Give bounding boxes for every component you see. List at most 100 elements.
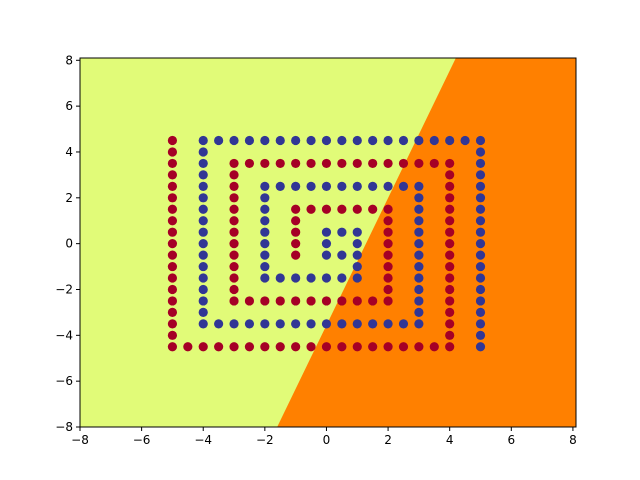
point-series-1 — [244, 135, 255, 146]
point-series-0 — [167, 216, 178, 226]
point-series-1 — [321, 227, 332, 237]
point-series-0 — [352, 158, 362, 169]
point-series-1 — [306, 319, 316, 329]
point-series-1 — [229, 319, 239, 329]
point-series-1 — [260, 227, 270, 237]
point-series-1 — [475, 170, 486, 180]
point-series-1 — [260, 204, 270, 214]
point-series-1 — [475, 342, 486, 352]
y-tick-label: 6 — [65, 99, 73, 113]
point-series-1 — [383, 319, 393, 329]
point-series-0 — [229, 193, 239, 203]
point-series-1 — [398, 181, 409, 191]
y-tick-label: 2 — [65, 191, 73, 205]
point-series-1 — [321, 135, 332, 146]
point-series-1 — [321, 239, 332, 249]
point-series-1 — [398, 319, 409, 329]
point-series-1 — [414, 216, 424, 226]
point-series-0 — [167, 135, 178, 146]
point-series-0 — [229, 239, 239, 249]
point-series-1 — [260, 239, 270, 249]
point-series-0 — [229, 284, 239, 295]
point-series-0 — [383, 216, 393, 226]
point-series-0 — [445, 227, 455, 237]
point-series-1 — [306, 181, 316, 191]
point-series-0 — [445, 330, 455, 340]
point-series-0 — [383, 261, 393, 272]
point-series-1 — [321, 181, 332, 191]
point-series-0 — [244, 342, 255, 352]
point-series-1 — [352, 273, 362, 283]
point-series-0 — [244, 158, 255, 169]
point-series-1 — [337, 227, 347, 237]
point-series-1 — [229, 135, 239, 146]
point-series-1 — [475, 135, 486, 146]
point-series-0 — [229, 158, 239, 169]
point-series-0 — [321, 158, 332, 169]
point-series-1 — [260, 193, 270, 203]
point-series-0 — [229, 342, 239, 352]
point-series-1 — [198, 319, 208, 329]
point-series-0 — [167, 296, 178, 306]
point-series-1 — [414, 273, 424, 283]
point-series-0 — [321, 342, 332, 352]
point-series-1 — [260, 250, 270, 260]
point-series-1 — [337, 273, 347, 283]
point-series-1 — [475, 284, 486, 295]
point-series-1 — [260, 181, 270, 191]
point-series-0 — [352, 296, 362, 306]
point-series-1 — [475, 147, 486, 157]
point-series-1 — [352, 319, 362, 329]
point-series-1 — [475, 193, 486, 203]
point-series-1 — [198, 204, 208, 214]
point-series-0 — [291, 227, 301, 237]
point-series-1 — [275, 135, 285, 146]
x-tick-label: 6 — [507, 433, 515, 447]
point-series-0 — [275, 342, 285, 352]
y-tick-label: −4 — [55, 328, 73, 342]
point-series-1 — [414, 227, 424, 237]
point-series-0 — [368, 342, 378, 352]
point-series-1 — [198, 307, 208, 317]
point-series-0 — [167, 158, 178, 169]
point-series-1 — [198, 216, 208, 226]
point-series-1 — [260, 273, 270, 283]
point-series-0 — [414, 342, 424, 352]
point-series-0 — [445, 250, 455, 260]
point-series-1 — [306, 135, 316, 146]
point-series-0 — [337, 342, 347, 352]
point-series-1 — [475, 296, 486, 306]
point-series-1 — [475, 261, 486, 272]
point-series-0 — [229, 273, 239, 283]
point-series-1 — [383, 135, 393, 146]
point-series-1 — [214, 135, 224, 146]
point-series-1 — [198, 250, 208, 260]
point-series-0 — [383, 273, 393, 283]
point-series-0 — [368, 158, 378, 169]
point-series-0 — [229, 181, 239, 191]
point-series-0 — [275, 296, 285, 306]
point-series-0 — [306, 342, 316, 352]
point-series-1 — [260, 135, 270, 146]
point-series-0 — [445, 193, 455, 203]
point-series-1 — [414, 181, 424, 191]
x-tick-label: 4 — [446, 433, 454, 447]
point-series-0 — [275, 158, 285, 169]
point-series-1 — [475, 273, 486, 283]
point-series-1 — [260, 216, 270, 226]
point-series-0 — [368, 204, 378, 214]
point-series-0 — [445, 204, 455, 214]
point-series-0 — [260, 158, 270, 169]
point-series-1 — [321, 250, 332, 260]
point-series-0 — [167, 330, 178, 340]
point-series-0 — [167, 170, 178, 180]
x-axis-ticks: −8 −6 −4 −2 0 2 4 6 8 — [71, 427, 577, 447]
point-series-0 — [337, 158, 347, 169]
point-series-1 — [352, 261, 362, 272]
point-series-0 — [383, 342, 393, 352]
point-series-1 — [414, 296, 424, 306]
point-series-0 — [321, 296, 332, 306]
point-series-0 — [167, 261, 178, 272]
y-tick-label: 8 — [65, 53, 73, 67]
